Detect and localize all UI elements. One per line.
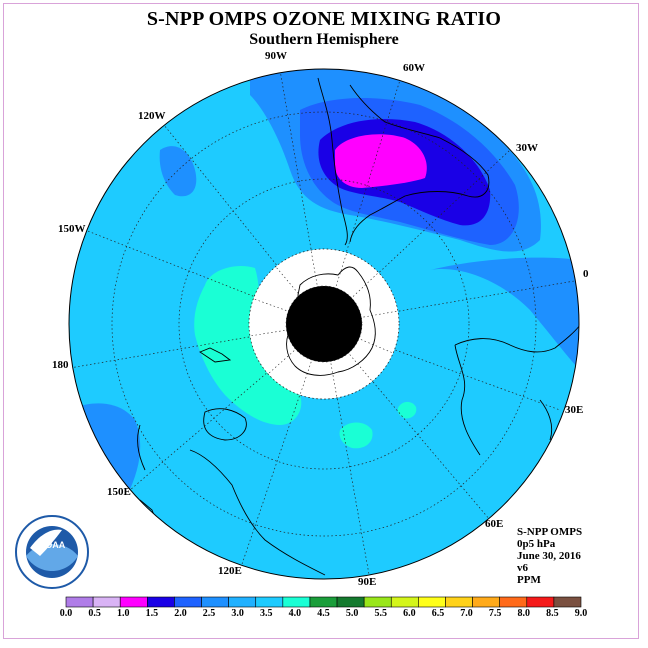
map-subtitle: Southern Hemisphere (249, 31, 399, 48)
colorbar-tick-label: 8.0 (517, 608, 531, 619)
lon-label-180: 180 (52, 359, 69, 371)
lon-label-60w: 60W (403, 62, 425, 74)
colorbar-swatch (499, 596, 528, 608)
colorbar-swatch (445, 596, 473, 608)
field-patch-lower-left (70, 403, 141, 515)
colorbar-tick-label: 3.0 (231, 608, 244, 619)
lon-label-30e: 30E (565, 404, 584, 416)
lon-label-120w: 120W (138, 110, 166, 122)
colorbar-tick-label: 6.0 (403, 608, 416, 619)
info-level: 0p5 hPa (517, 538, 556, 550)
colorbar-tick-label: 2.5 (202, 608, 216, 619)
colorbar-swatch (472, 596, 500, 608)
colorbar-swatch (201, 596, 229, 608)
info-units: PPM (517, 574, 541, 586)
lon-label-150w: 150W (58, 223, 86, 235)
lon-label-30w: 30W (516, 142, 538, 154)
colorbar-swatch (418, 596, 446, 608)
colorbar-swatch (282, 596, 311, 608)
colorbar-tick-label: 2.0 (174, 608, 187, 619)
field-maximum-west (194, 265, 302, 425)
colorbar-tick-label: 4.0 (288, 608, 302, 619)
colorbar-tick-label: 1.5 (145, 608, 159, 619)
colorbar-swatch (92, 596, 121, 608)
lon-label-120e: 120E (218, 565, 242, 577)
colorbar-swatch (65, 596, 94, 608)
colorbar-tick-label: 7.5 (488, 608, 502, 619)
colorbar-swatch (255, 596, 284, 608)
colorbar-swatch (147, 596, 175, 608)
figure-frame (3, 3, 639, 639)
map-boundary (68, 68, 580, 580)
colorbar-swatch (309, 596, 338, 608)
lon-label-0: 0 (583, 268, 589, 280)
map-title: S-NPP OMPS OZONE MIXING RATIO (146, 8, 502, 30)
colorbar-tick-label: 0.0 (59, 608, 73, 619)
antarctica-coast (286, 266, 376, 376)
colorbar-tick-label: 1.0 (116, 608, 130, 619)
colorbar-tick-label: 0.5 (88, 608, 101, 619)
info-instrument: S-NPP OMPS (517, 526, 583, 538)
colorbar-swatch (526, 596, 555, 608)
field-maximum-east-b (397, 401, 417, 419)
field-patch-left (159, 146, 197, 197)
info-version: v6 (517, 562, 528, 574)
field-maximum-east-a (339, 422, 373, 449)
noaa-logo (15, 515, 89, 589)
colorbar-tick-label: 5.0 (345, 608, 359, 619)
colorbar-swatch (228, 596, 257, 608)
colorbar (65, 596, 582, 608)
colorbar-tick-label: 3.5 (260, 608, 273, 619)
south-pole-marker (322, 322, 326, 326)
lon-label-150e: 150E (107, 486, 131, 498)
coastlines (137, 77, 579, 576)
colorbar-tick-label: 4.5 (317, 608, 330, 619)
lon-label-60e: 60E (485, 518, 504, 530)
colorbar-tick-label: 9.0 (574, 608, 588, 619)
field-patch-right (430, 257, 579, 370)
colorbar-tick-label: 6.5 (431, 608, 445, 619)
colorbar-swatch (119, 596, 148, 608)
info-date: June 30, 2016 (517, 550, 581, 562)
colorbar-swatch (553, 596, 582, 608)
colorbar-swatch (363, 596, 392, 608)
colorbar-swatch (336, 596, 365, 608)
colorbar-swatch (174, 596, 202, 608)
colorbar-tick-label: 7.0 (460, 608, 473, 619)
lon-label-90e: 90E (358, 576, 377, 588)
colorbar-swatch (390, 596, 419, 608)
lon-label-90w: 90W (265, 50, 287, 62)
field-minimum (335, 134, 427, 188)
colorbar-tick-label: 5.5 (374, 608, 387, 619)
noaa-logo-text: NOAA (39, 540, 66, 550)
colorbar-tick-label: 8.5 (546, 608, 559, 619)
